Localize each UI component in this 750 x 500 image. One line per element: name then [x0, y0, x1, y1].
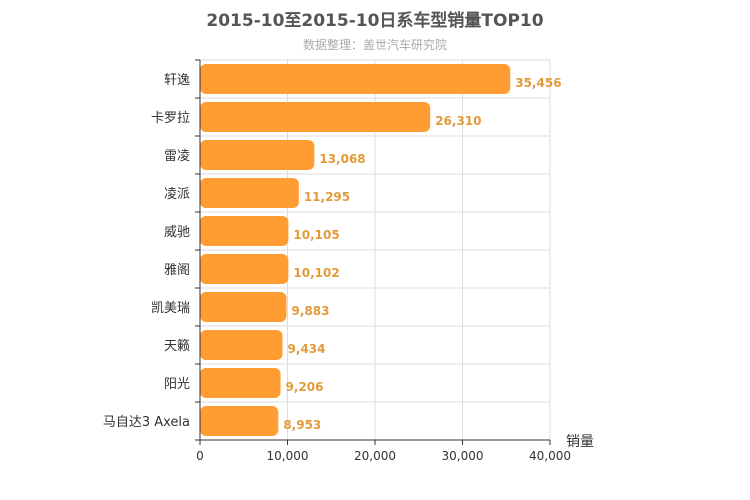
- data-label: 8,953: [283, 418, 321, 432]
- x-tick-label: 10,000: [267, 449, 309, 463]
- data-label: 9,434: [288, 342, 326, 356]
- category-label: 马自达3 Axela: [103, 415, 190, 430]
- x-tick-label: 40,000: [529, 449, 571, 463]
- bar: [200, 102, 431, 132]
- category-label: 雅阁: [164, 263, 190, 278]
- bar: [200, 368, 281, 398]
- data-label: 26,310: [435, 114, 481, 128]
- data-label: 10,105: [293, 228, 339, 242]
- category-label: 凌派: [164, 187, 190, 202]
- data-label: 13,068: [319, 152, 365, 166]
- data-label: 35,456: [515, 76, 561, 90]
- x-tick-label: 0: [196, 449, 204, 463]
- data-label: 9,206: [286, 380, 324, 394]
- category-label: 轩逸: [164, 73, 190, 88]
- data-label: 10,102: [293, 266, 339, 280]
- category-label: 阳光: [164, 377, 190, 392]
- bar: [200, 406, 279, 436]
- category-label: 卡罗拉: [151, 111, 190, 126]
- data-label: 9,883: [291, 304, 329, 318]
- bar: [200, 292, 287, 322]
- bar: [200, 64, 511, 94]
- bar: [200, 140, 315, 170]
- x-tick-label: 20,000: [354, 449, 396, 463]
- bar: [200, 178, 299, 208]
- bar: [200, 254, 289, 284]
- x-axis-title: 销量: [566, 434, 594, 450]
- x-tick-label: 30,000: [442, 449, 484, 463]
- bar: [200, 330, 283, 360]
- category-label: 威驰: [164, 225, 190, 240]
- chart-subtitle: 数据整理：盖世汽车研究院: [302, 38, 447, 52]
- chart-title: 2015-10至2015-10日系车型销量TOP10: [206, 11, 544, 31]
- category-label: 雷凌: [164, 149, 190, 164]
- data-label: 11,295: [304, 190, 350, 204]
- bar: [200, 216, 289, 246]
- category-label: 凯美瑞: [151, 301, 190, 316]
- category-label: 天籁: [164, 339, 190, 354]
